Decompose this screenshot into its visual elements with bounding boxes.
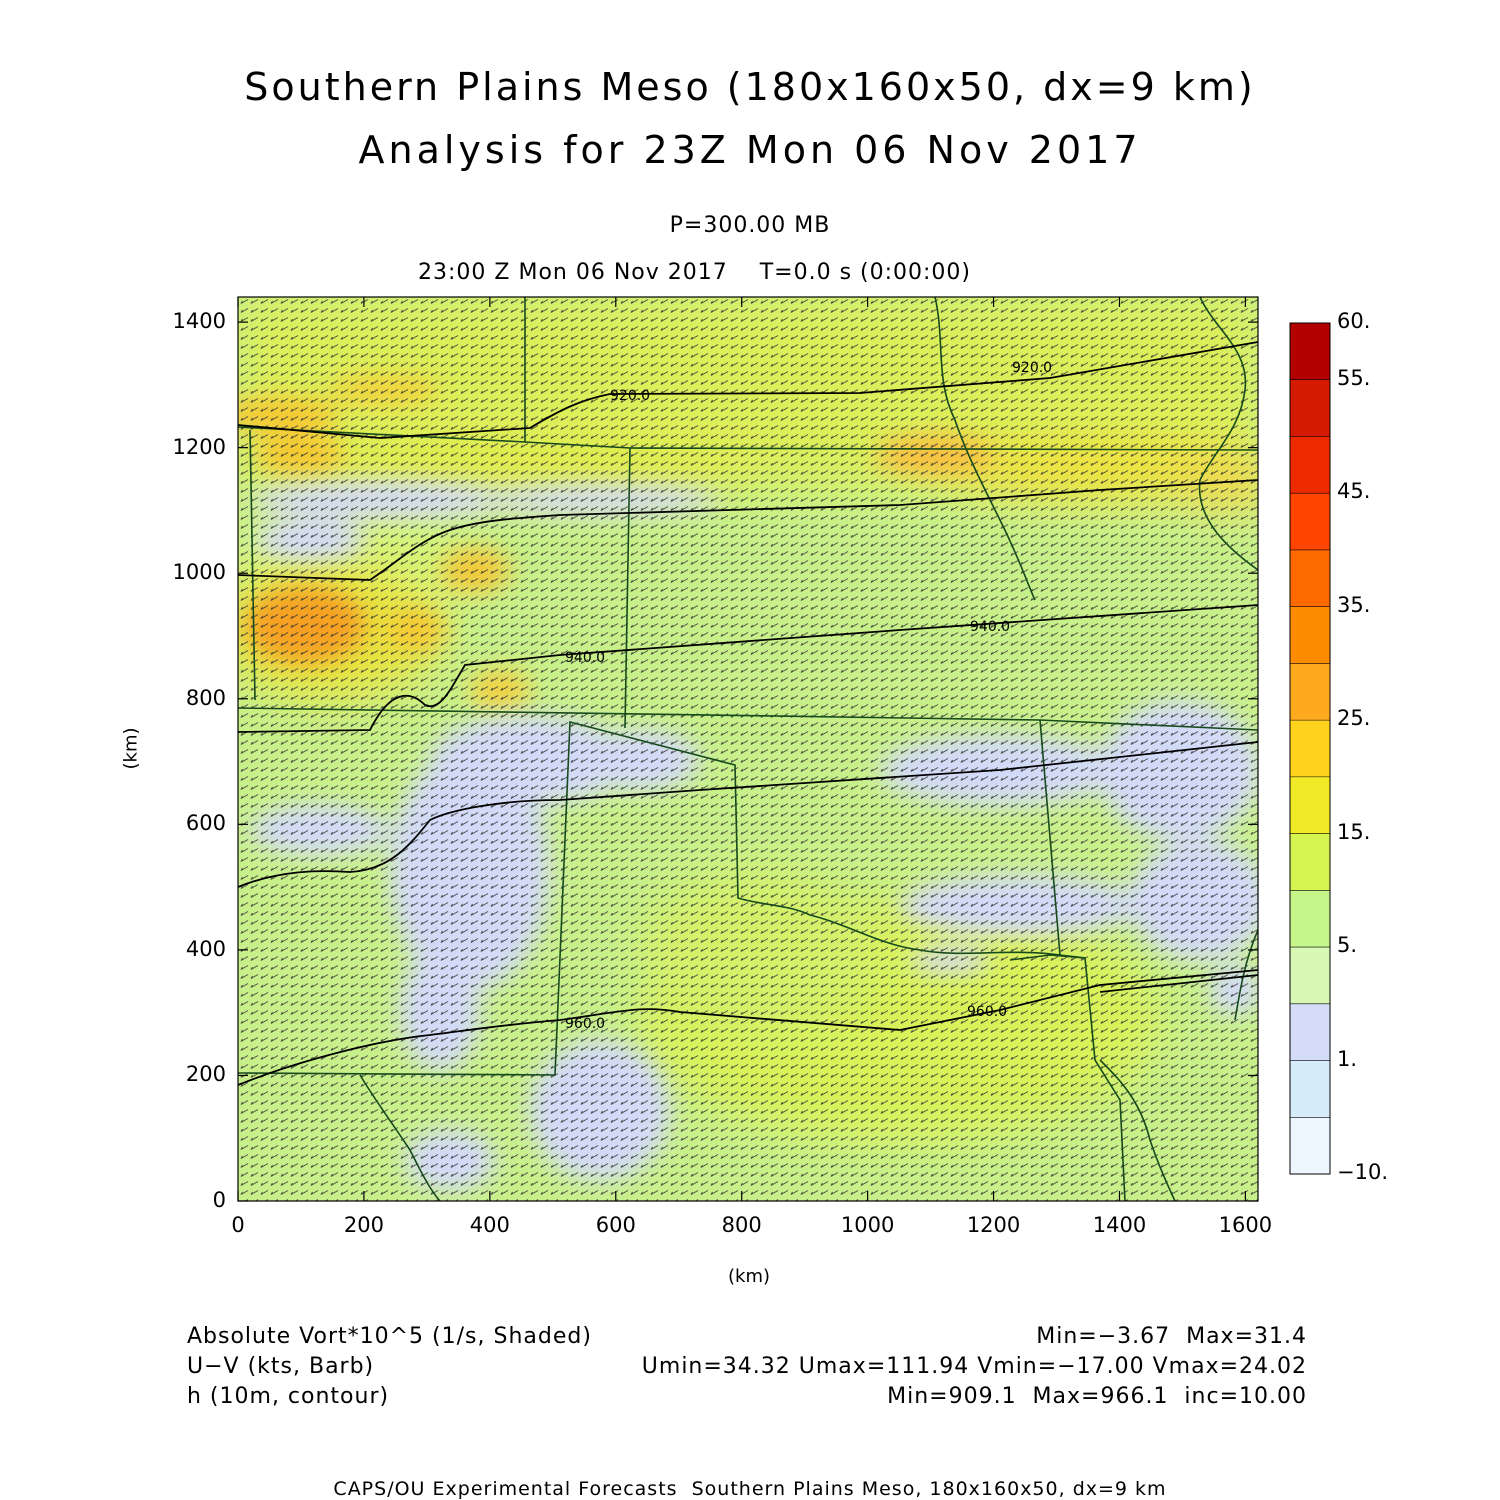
colorbar-label: 25. (1337, 706, 1371, 731)
y-axis-label: (km) (120, 727, 142, 770)
x-tick-label: 1400 (1092, 1213, 1147, 1237)
colorbar (1289, 322, 1331, 1175)
colorbar-swatch (1290, 606, 1330, 664)
contour-line (1099, 974, 1258, 993)
contour-labels: 920.0 920.0 940.0 940.0 960.0 960.0 (565, 360, 1052, 1032)
contour-label: 940.0 (565, 650, 605, 666)
colorbar-label: 55. (1337, 365, 1371, 390)
title-domain: Southern Plains Meso (180x160x50, dx=9 k… (244, 65, 1256, 109)
colorbar-label: 60. (1337, 309, 1371, 333)
footer-credit: CAPS/OU Experimental Forecasts Southern … (333, 1478, 1167, 1500)
colorbar-swatch (1290, 1003, 1330, 1062)
y-tick-label: 1200 (172, 434, 226, 459)
colorbar-swatch (1290, 890, 1330, 948)
colorbar-swatch (1290, 720, 1330, 778)
x-tick-label: 1000 (840, 1213, 895, 1237)
colorbar-swatch (1290, 323, 1330, 381)
legend-height: h (10m, contour) (187, 1384, 390, 1409)
vorticity-shading (238, 297, 1258, 1201)
x-tick-label: 1200 (966, 1213, 1021, 1237)
contour-label: 960.0 (565, 1016, 605, 1032)
height-contours (238, 341, 1258, 1086)
y-tick-label: 800 (185, 685, 226, 710)
contour-label: 960.0 (967, 1004, 1007, 1020)
contour-label: 940.0 (970, 619, 1010, 635)
x-tick-label: 800 (721, 1213, 762, 1237)
x-tick-label: 1600 (1218, 1213, 1273, 1237)
y-tick-label: 200 (185, 1062, 226, 1087)
colorbar-swatch (1290, 776, 1330, 835)
colorbar-swatch (1290, 436, 1330, 494)
x-axis-label: (km) (728, 1266, 771, 1287)
colorbar-swatch (1290, 549, 1330, 608)
x-tick-label: 400 (469, 1213, 510, 1237)
colorbar-swatch (1290, 663, 1330, 721)
y-tick-label: 400 (185, 936, 226, 961)
y-tick-label: 600 (185, 811, 226, 836)
x-tick-label: 200 (343, 1213, 384, 1237)
colorbar-swatch (1290, 833, 1330, 891)
colorbar-label: 45. (1337, 479, 1371, 504)
colorbar-swatch (1290, 1060, 1330, 1118)
axis-ticks (237, 297, 1258, 1202)
pressure-level: P=300.00 MB (669, 213, 831, 238)
colorbar-label: −10. (1337, 1160, 1388, 1184)
colorbar-swatch (1290, 493, 1330, 551)
x-tick-label: 0 (231, 1213, 245, 1237)
plot-frame (237, 296, 1259, 1202)
colorbar-label: 35. (1337, 592, 1371, 617)
legend-height-stats: Min=909.1 Max=966.1 inc=10.00 (887, 1384, 1307, 1409)
y-tick-label: 1000 (172, 560, 226, 585)
colorbar-swatch (1290, 379, 1330, 437)
colorbar-label: 1. (1337, 1046, 1358, 1071)
title-analysis-time: Analysis for 23Z Mon 06 Nov 2017 (358, 128, 1142, 172)
colorbar-label: 15. (1337, 819, 1371, 844)
legend-vorticity: Absolute Vort*10^5 (1/s, Shaded) (187, 1324, 592, 1349)
colorbar-swatch (1290, 947, 1330, 1005)
political-boundaries (238, 297, 1258, 1201)
legend-wind-stats: Umin=34.32 Umax=111.94 Vmin=−17.00 Vmax=… (641, 1354, 1307, 1379)
contour-line (238, 479, 1258, 581)
contour-line (238, 741, 1258, 888)
x-tick-label: 600 (595, 1213, 636, 1237)
contour-line (238, 604, 1258, 733)
valid-time: 23:00 Z Mon 06 Nov 2017 T=0.0 s (0:00:00… (418, 260, 971, 285)
contour-label: 920.0 (1012, 360, 1052, 376)
contour-label: 920.0 (610, 388, 650, 404)
legend-wind: U−V (kts, Barb) (187, 1354, 375, 1379)
legend-vorticity-stats: Min=−3.67 Max=31.4 (1036, 1324, 1307, 1349)
y-tick-label: 0 (212, 1188, 226, 1212)
colorbar-swatch (1290, 1117, 1330, 1175)
y-tick-label: 1400 (172, 309, 226, 334)
contour-line (238, 341, 1258, 439)
colorbar-label: 5. (1337, 933, 1358, 958)
contour-line (238, 969, 1258, 1086)
